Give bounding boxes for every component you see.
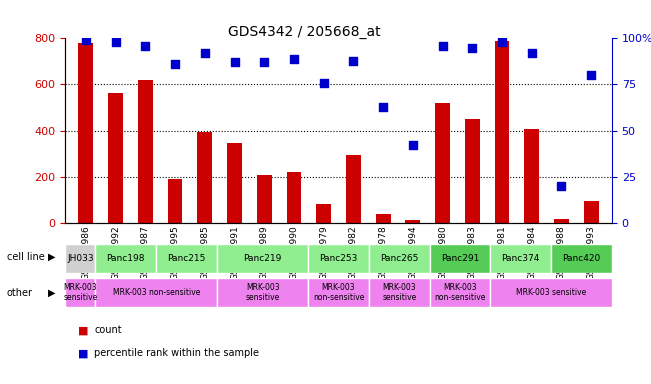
Text: MRK-003
sensitive: MRK-003 sensitive [245,283,280,303]
Text: MRK-003
non-sensitive: MRK-003 non-sensitive [313,283,364,303]
Bar [316,204,331,223]
FancyBboxPatch shape [430,244,490,273]
Text: Panc215: Panc215 [167,254,206,263]
Bar [376,214,391,223]
Text: Panc198: Panc198 [107,254,145,263]
FancyBboxPatch shape [430,278,490,307]
Bar [584,201,598,223]
Bar [138,80,153,223]
Text: GDS4342 / 205668_at: GDS4342 / 205668_at [228,25,380,39]
Text: Panc374: Panc374 [502,254,540,263]
Text: ▶: ▶ [48,252,55,262]
Point [586,72,596,78]
Text: other: other [7,288,33,298]
FancyBboxPatch shape [65,244,96,273]
Bar [524,129,539,223]
Text: Panc253: Panc253 [320,254,357,263]
Point [111,39,121,45]
Point [348,58,359,64]
Text: MRK-003 sensitive: MRK-003 sensitive [516,288,587,297]
Point [170,61,180,67]
Text: Panc291: Panc291 [441,254,479,263]
Text: ■: ■ [78,349,89,359]
Bar [435,103,450,223]
Point [378,104,388,110]
Point [497,39,507,45]
Bar [554,219,569,223]
FancyBboxPatch shape [217,244,308,273]
Point [140,43,150,49]
Point [81,37,91,43]
Text: MRK-003 non-sensitive: MRK-003 non-sensitive [113,288,200,297]
Bar [406,220,421,223]
Bar [346,155,361,223]
Bar [495,41,509,223]
Text: ■: ■ [78,326,89,336]
Point [289,56,299,62]
Text: MRK-003
sensitive: MRK-003 sensitive [382,283,417,303]
Point [408,142,418,148]
Text: Panc219: Panc219 [243,254,282,263]
Text: Panc420: Panc420 [562,254,601,263]
FancyBboxPatch shape [490,244,551,273]
Text: JH033: JH033 [67,254,94,263]
Text: MRK-003
sensitive: MRK-003 sensitive [63,283,98,303]
Text: cell line: cell line [7,252,44,262]
Text: count: count [94,325,122,335]
Point [259,59,270,65]
FancyBboxPatch shape [369,244,430,273]
Point [467,45,477,51]
Text: ▶: ▶ [48,288,55,298]
Point [437,43,448,49]
Bar [227,143,242,223]
Text: percentile rank within the sample: percentile rank within the sample [94,348,259,358]
Point [200,50,210,56]
Text: Panc265: Panc265 [380,254,419,263]
Text: MRK-003
non-sensitive: MRK-003 non-sensitive [434,283,486,303]
Bar [286,172,301,223]
FancyBboxPatch shape [369,278,430,307]
FancyBboxPatch shape [217,278,308,307]
FancyBboxPatch shape [96,244,156,273]
FancyBboxPatch shape [96,278,217,307]
Bar [465,119,480,223]
Bar [197,132,212,223]
Bar [108,93,123,223]
FancyBboxPatch shape [308,244,369,273]
Bar [256,175,271,223]
Point [318,79,329,86]
FancyBboxPatch shape [551,244,612,273]
Bar [168,179,182,223]
FancyBboxPatch shape [490,278,612,307]
Point [556,183,566,189]
Point [527,50,537,56]
FancyBboxPatch shape [65,278,96,307]
FancyBboxPatch shape [156,244,217,273]
Bar [79,43,93,223]
Point [229,59,240,65]
FancyBboxPatch shape [308,278,369,307]
